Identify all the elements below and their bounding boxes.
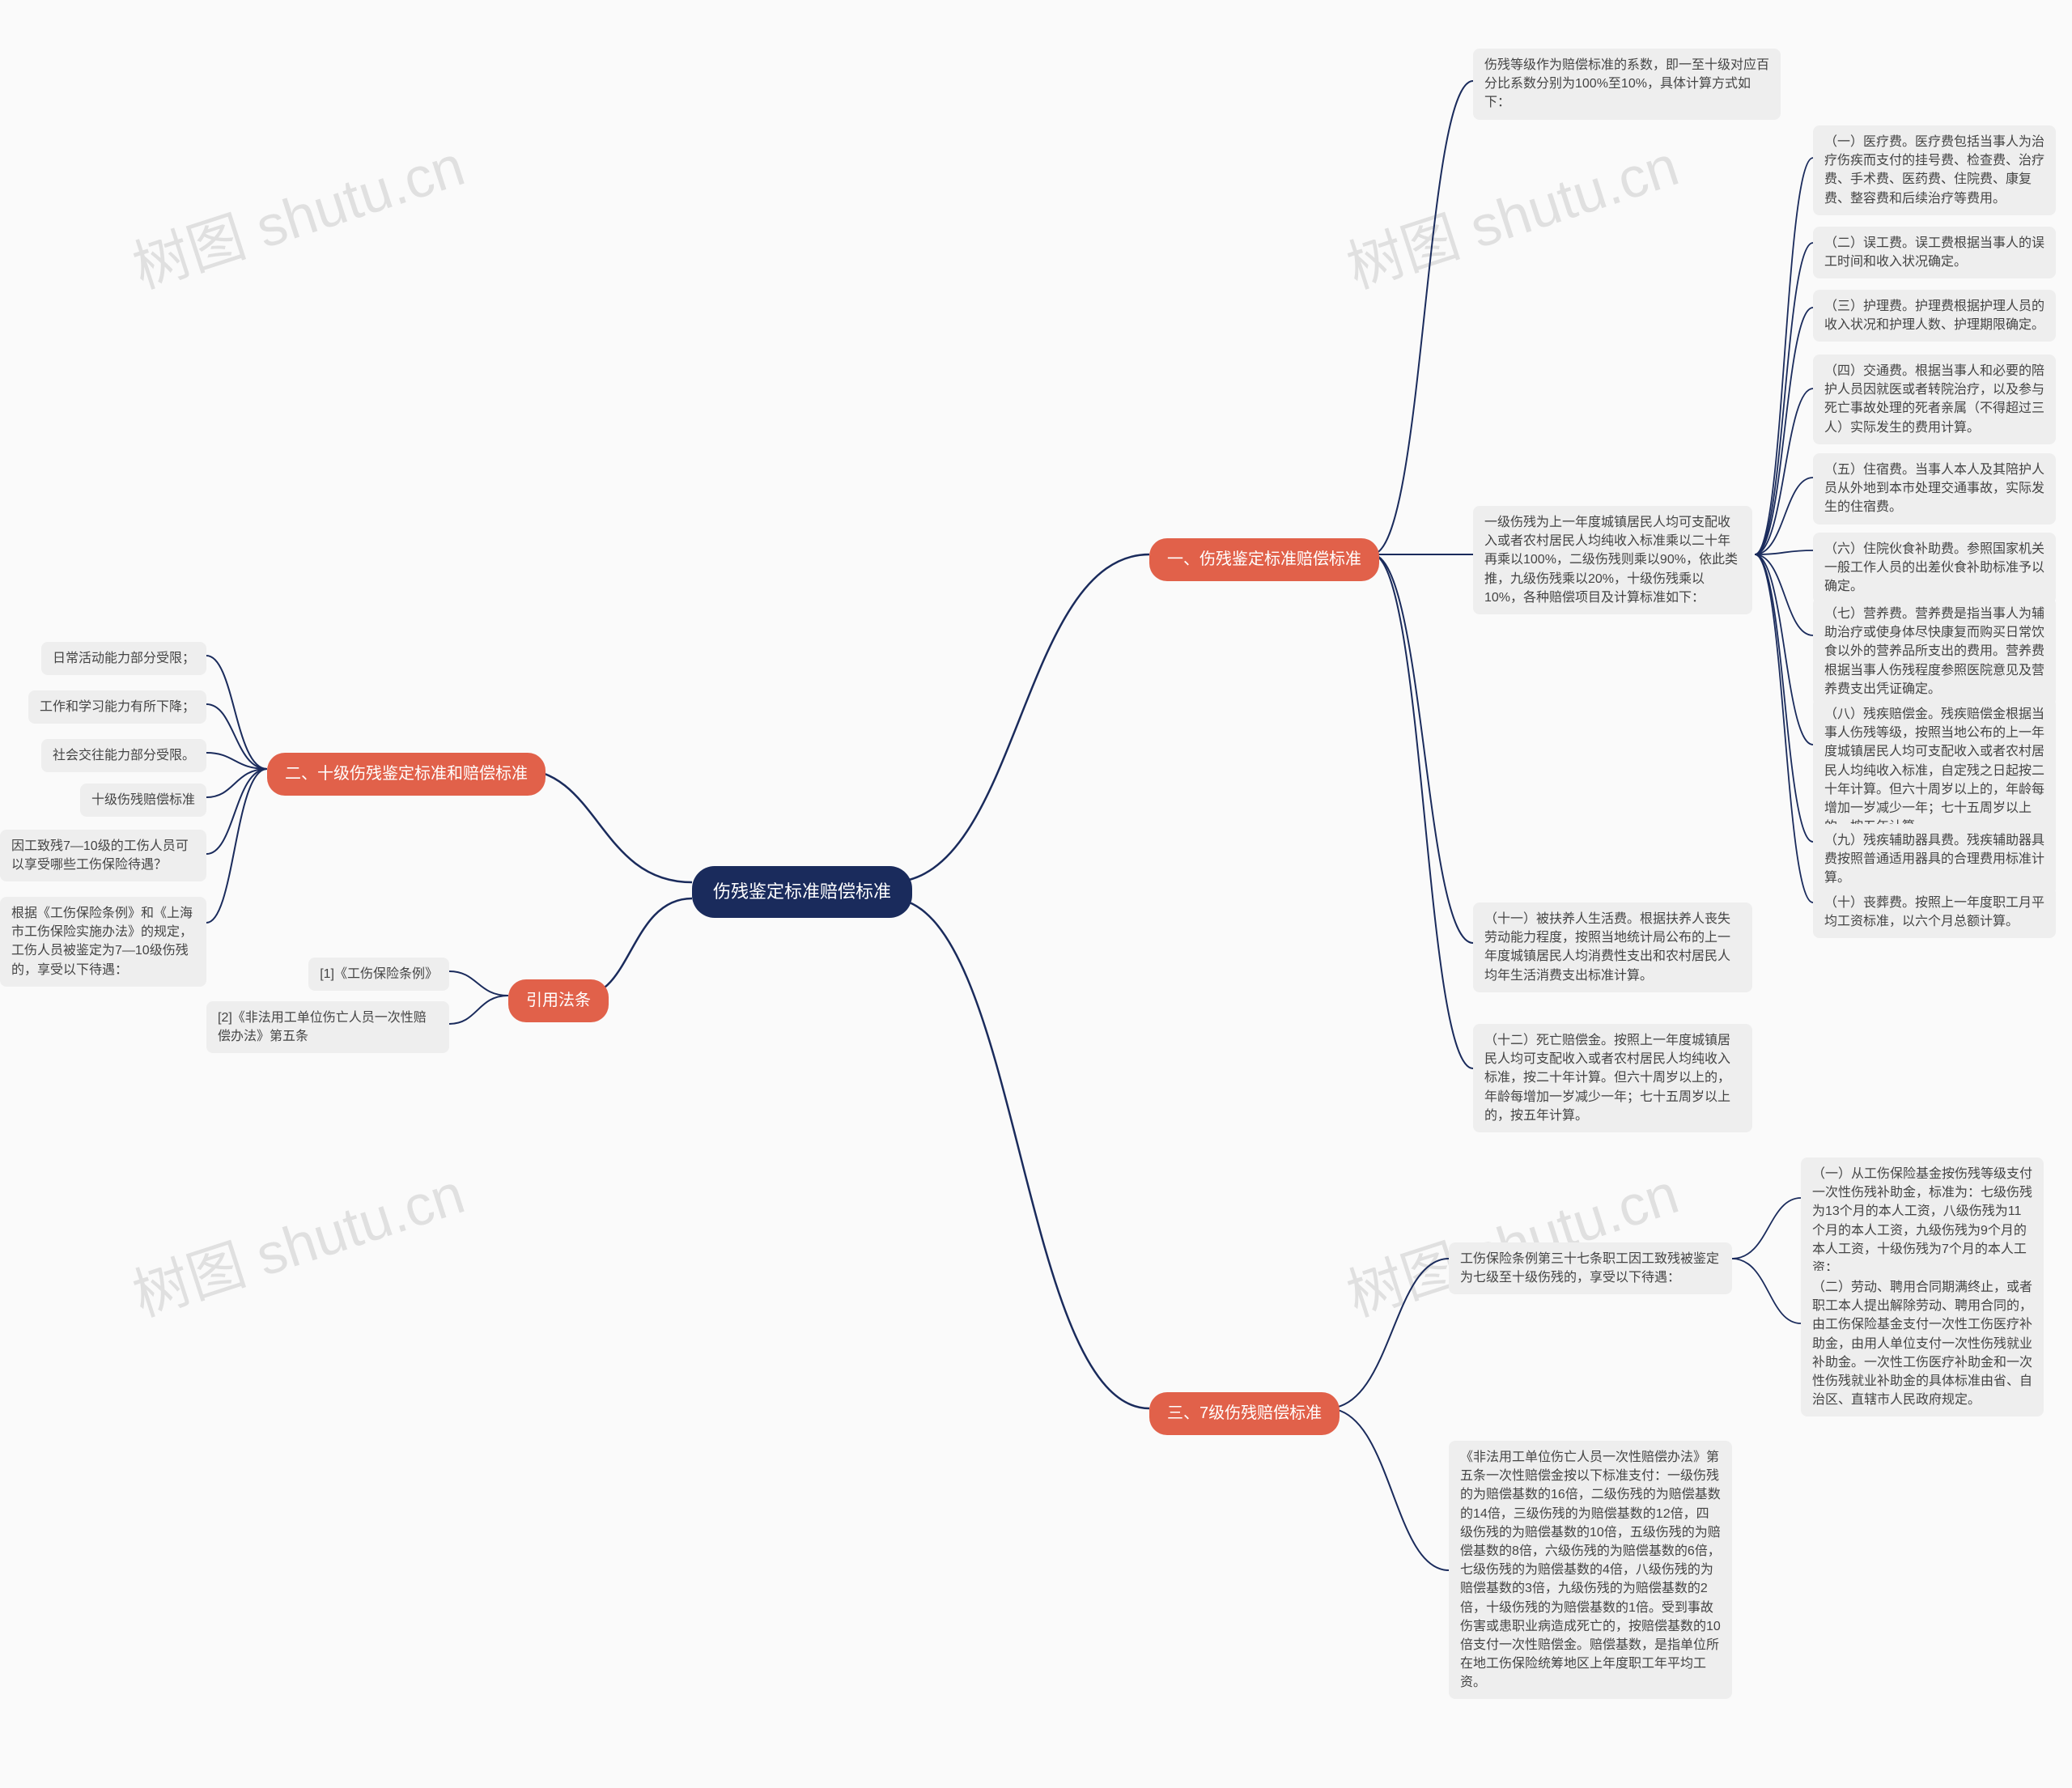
b1-item-11-dependant: （十一）被扶养人生活费。根据扶养人丧失劳动能力程度，按照当地统计局公布的上一年度… <box>1473 902 1752 992</box>
branch-3: 引用法条 <box>508 979 609 1022</box>
b1-level1-formula: 一级伤残为上一年度城镇居民人均可支配收入或者农村居民人均纯收入标准乘以二十年再乘… <box>1473 506 1752 614</box>
b1-item-3-nursing: （三）护理费。护理费根据护理人员的收入状况和护理人数、护理期限确定。 <box>1813 290 2056 342</box>
b2-item-3-social: 社会交往能力部分受限。 <box>41 739 206 772</box>
connector-layer <box>0 0 2072 1788</box>
b1-intro-coefficients: 伤残等级作为赔偿标准的系数，即一至十级对应百分比系数分别为100%至10%，具体… <box>1473 49 1781 120</box>
b1-item-10-funeral: （十）丧葬费。按照上一年度职工月平均工资标准，以六个月总额计算。 <box>1813 886 2056 938</box>
b1-item-7-nutrition: （七）营养费。营养费是指当事人为辅助治疗或使身体尽快康复而购买日常饮食以外的营养… <box>1813 597 2056 706</box>
b1-item-6-food: （六）住院伙食补助费。参照国家机关一般工作人员的出差伙食补助标准予以确定。 <box>1813 533 2056 604</box>
b4-article37: 工伤保险条例第三十七条职工因工致残被鉴定为七级至十级伤残的，享受以下待遇： <box>1449 1242 1732 1294</box>
b2-item-1-daily: 日常活动能力部分受限； <box>41 642 206 675</box>
watermark: 树图 shutu.cn <box>121 1149 473 1332</box>
b4-article37-item2: （二）劳动、聘用合同期满终止，或者职工本人提出解除劳动、聘用合同的，由工伤保险基… <box>1801 1271 2044 1416</box>
b3-ref-1: [1]《工伤保险条例》 <box>308 958 449 991</box>
b3-ref-2: [2]《非法用工单位伤亡人员一次性赔偿办法》第五条 <box>206 1001 449 1053</box>
b2-item-5-question: 因工致残7—10级的工伤人员可以享受哪些工伤保险待遇？ <box>0 830 206 881</box>
branch-2: 二、十级伤残鉴定标准和赔偿标准 <box>267 753 546 796</box>
b4-illegal-employer: 《非法用工单位伤亡人员一次性赔偿办法》第五条一次性赔偿金按以下标准支付：一级伤残… <box>1449 1441 1732 1699</box>
b1-item-5-lodging: （五）住宿费。当事人本人及其陪护人员从外地到本市处理交通事故，实际发生的住宿费。 <box>1813 453 2056 525</box>
branch-1: 一、伤残鉴定标准赔偿标准 <box>1149 538 1379 581</box>
watermark: 树图 shutu.cn <box>1335 121 1688 304</box>
b1-item-9-aids: （九）残疾辅助器具费。残疾辅助器具费按照普通适用器具的合理费用标准计算。 <box>1813 824 2056 895</box>
b1-item-2-lostwork: （二）误工费。误工费根据当事人的误工时间和收入状况确定。 <box>1813 227 2056 278</box>
b1-item-1-medical: （一）医疗费。医疗费包括当事人为治疗伤疾而支付的挂号费、检查费、治疗费、手术费、… <box>1813 125 2056 215</box>
b2-item-6-basis: 根据《工伤保险条例》和《上海市工伤保险实施办法》的规定，工伤人员被鉴定为7—10… <box>0 897 206 987</box>
b2-item-2-work: 工作和学习能力有所下降； <box>28 690 206 724</box>
watermark: 树图 shutu.cn <box>1335 1149 1688 1332</box>
watermark: 树图 shutu.cn <box>121 121 473 304</box>
b4-article37-item1: （一）从工伤保险基金按伤残等级支付一次性伤残补助金，标准为：七级伤残为13个月的… <box>1801 1157 2044 1285</box>
root-node: 伤残鉴定标准赔偿标准 <box>692 866 912 918</box>
b2-item-4-standard: 十级伤残赔偿标准 <box>80 784 206 817</box>
b1-item-12-death: （十二）死亡赔偿金。按照上一年度城镇居民人均可支配收入或者农村居民人均纯收入标准… <box>1473 1024 1752 1132</box>
b1-item-8-disability-comp: （八）残疾赔偿金。残疾赔偿金根据当事人伤残等级，按照当地公布的上一年度城镇居民人… <box>1813 698 2056 843</box>
b1-item-4-transport: （四）交通费。根据当事人和必要的陪护人员因就医或者转院治疗，以及参与死亡事故处理… <box>1813 355 2056 444</box>
branch-4: 三、7级伤残赔偿标准 <box>1149 1392 1340 1435</box>
